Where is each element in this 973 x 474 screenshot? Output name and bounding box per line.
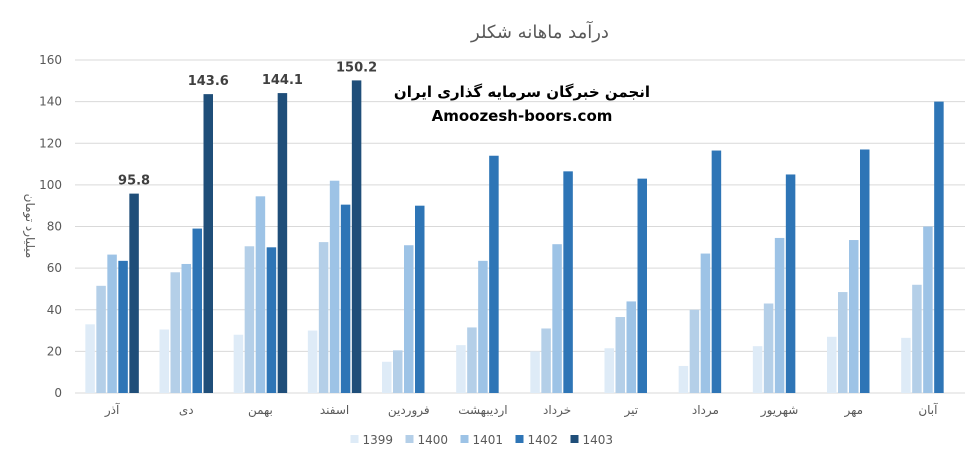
legend-label: 1402 bbox=[528, 433, 559, 447]
x-tick-label: دی bbox=[179, 403, 194, 417]
x-tick-label: مرداد bbox=[692, 403, 719, 418]
data-label: 150.2 bbox=[336, 60, 377, 75]
bar-1400 bbox=[541, 328, 551, 393]
bar-1400 bbox=[615, 317, 625, 393]
bar-1400 bbox=[763, 303, 774, 393]
legend: 1399 1400 1401 1402 1403 bbox=[350, 433, 614, 447]
gridlines bbox=[75, 59, 965, 394]
legend-label: 1403 bbox=[583, 433, 614, 447]
bar-1401 bbox=[478, 260, 488, 393]
bar-1400 bbox=[393, 350, 403, 393]
bar-1399 bbox=[233, 334, 244, 393]
bar-1399 bbox=[456, 345, 466, 393]
data-label: 95.8 bbox=[118, 174, 150, 189]
legend-label: 1400 bbox=[418, 433, 449, 447]
bar-1400 bbox=[689, 309, 700, 393]
bar-1403 bbox=[203, 94, 213, 393]
data-label: 143.6 bbox=[188, 74, 229, 89]
bar-1402 bbox=[415, 205, 425, 393]
y-tick-label: 100 bbox=[39, 178, 62, 192]
x-tick-label: مهر bbox=[843, 403, 863, 418]
bar-1399 bbox=[827, 336, 837, 393]
y-tick-labels: 0 20 40 60 80 100 120 140 160 bbox=[39, 53, 62, 400]
bar-1403 bbox=[277, 93, 288, 394]
bar-1402 bbox=[118, 260, 128, 393]
bar-1402 bbox=[266, 247, 277, 393]
bar-1402 bbox=[637, 178, 647, 393]
bar-1400 bbox=[244, 246, 255, 393]
bar-1402 bbox=[785, 174, 796, 393]
x-tick-label: تیر bbox=[623, 403, 638, 418]
y-tick-label: 120 bbox=[39, 136, 62, 150]
x-tick-label: آبان bbox=[918, 402, 938, 417]
bar-1401 bbox=[626, 301, 636, 393]
bar-1401 bbox=[849, 240, 859, 393]
bar-1402 bbox=[563, 171, 573, 393]
bar-1399 bbox=[382, 361, 392, 393]
legend-swatch bbox=[515, 435, 524, 443]
y-tick-label: 0 bbox=[54, 386, 62, 400]
legend-swatch bbox=[405, 435, 414, 443]
legend-swatch bbox=[570, 435, 579, 443]
bar-1400 bbox=[96, 285, 106, 393]
bar-1401 bbox=[923, 226, 933, 393]
x-tick-label: بهمن bbox=[248, 403, 273, 418]
x-tick-label: فروردین bbox=[388, 403, 430, 418]
bar-1399 bbox=[678, 365, 689, 393]
bar-1399 bbox=[901, 337, 911, 393]
bar-1401 bbox=[774, 237, 785, 393]
bar-1402 bbox=[711, 150, 722, 393]
y-tick-label: 60 bbox=[47, 261, 62, 275]
legend-swatch bbox=[460, 435, 469, 443]
bar-1399 bbox=[307, 330, 318, 393]
y-tick-label: 80 bbox=[47, 220, 62, 234]
bar-1399 bbox=[752, 346, 763, 393]
bar-1399 bbox=[604, 348, 614, 393]
x-tick-label: آذر bbox=[104, 402, 120, 418]
x-tick-label: اسفند bbox=[320, 403, 349, 417]
bar-1401 bbox=[404, 245, 414, 393]
bar-1401 bbox=[329, 180, 340, 393]
bar-1401 bbox=[700, 253, 711, 393]
x-tick-labels: آذر دی بهمن اسفند فروردین اردیبهشت خرداد تیر مرد… bbox=[104, 402, 938, 418]
y-axis-label: میلیارد تومان bbox=[22, 194, 37, 259]
bar-1403 bbox=[129, 193, 139, 393]
bar-1400 bbox=[467, 327, 477, 393]
bar-1401 bbox=[107, 254, 117, 393]
x-tick-label: خرداد bbox=[543, 403, 571, 418]
bar-1399 bbox=[85, 324, 95, 393]
y-tick-label: 20 bbox=[47, 344, 62, 358]
x-tick-label: شهریور bbox=[760, 403, 799, 418]
y-tick-label: 40 bbox=[47, 303, 62, 317]
bar-1402 bbox=[860, 149, 870, 393]
chart-title: درآمد ماهانه شکلر bbox=[470, 20, 609, 43]
bars bbox=[85, 80, 944, 394]
bar-1400 bbox=[318, 242, 329, 393]
legend-swatch bbox=[350, 435, 359, 443]
data-labels: 95.8 143.6 144.1 150.2 bbox=[118, 60, 377, 188]
watermark-persian-text: انجمن خبرگان سرمایه گذاری ایران bbox=[394, 83, 650, 101]
bar-1402 bbox=[934, 101, 944, 393]
bar-1401 bbox=[181, 263, 191, 393]
y-tick-label: 140 bbox=[39, 95, 62, 109]
bar-1401 bbox=[255, 196, 266, 393]
x-tick-label: اردیبهشت bbox=[458, 403, 507, 418]
bar-1402 bbox=[192, 228, 202, 393]
bar-1400 bbox=[838, 292, 848, 393]
bar-1399 bbox=[530, 351, 540, 393]
legend-label: 1401 bbox=[473, 433, 504, 447]
legend-label: 1399 bbox=[363, 433, 394, 447]
bar-1402 bbox=[489, 155, 499, 393]
bar-1402 bbox=[340, 204, 351, 393]
bar-1401 bbox=[552, 244, 562, 393]
data-label: 144.1 bbox=[262, 73, 303, 88]
watermark-url-text: Amoozesh-boors.com bbox=[432, 107, 613, 125]
bar-1399 bbox=[159, 329, 169, 393]
bar-1400 bbox=[170, 272, 180, 393]
y-tick-label: 160 bbox=[39, 53, 62, 67]
bar-1400 bbox=[912, 284, 922, 393]
bar-1403 bbox=[351, 80, 362, 394]
